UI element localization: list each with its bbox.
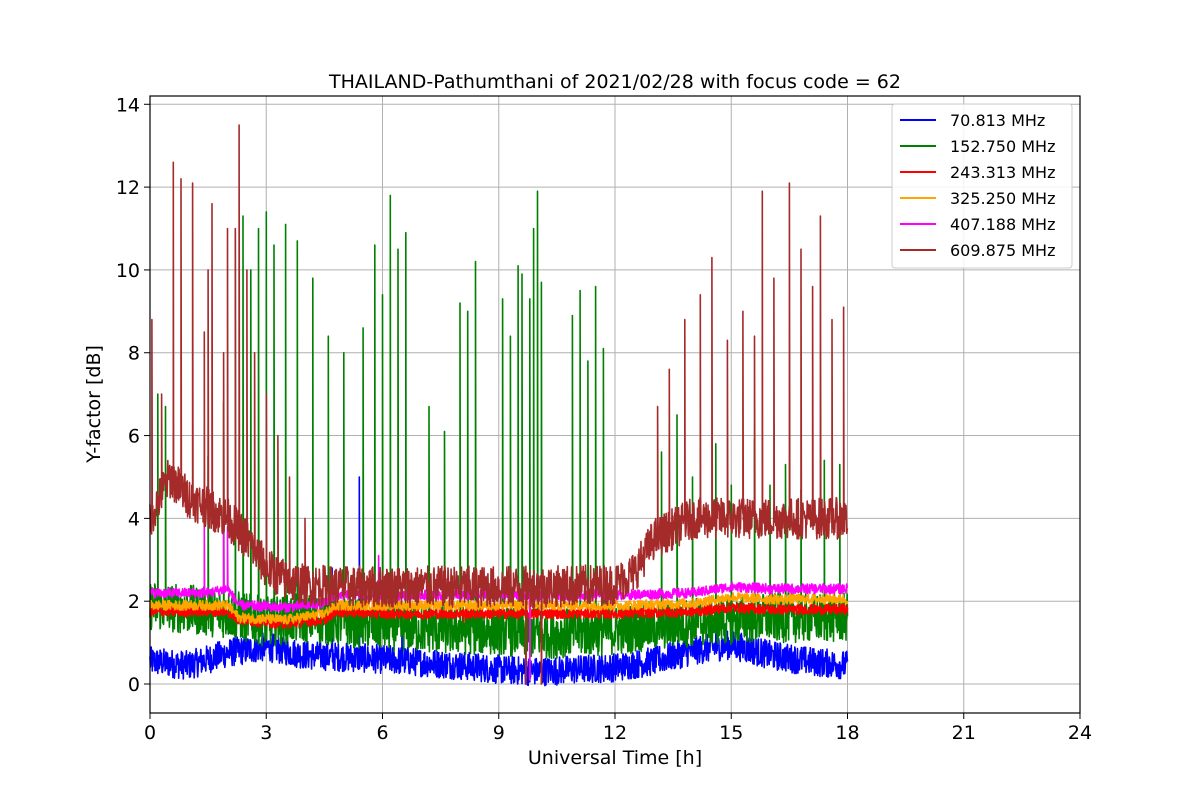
x-axis-label: Universal Time [h] [528, 747, 702, 769]
legend-entry: 243.313 MHz [950, 163, 1055, 182]
y-tick-label: 2 [128, 591, 140, 613]
series-line-3 [149, 592, 849, 681]
y-axis-label: Y-factor [dB] [83, 345, 105, 464]
legend-entry: 407.188 MHz [950, 215, 1055, 234]
x-tick-label: 15 [719, 722, 743, 744]
y-tick-label: 10 [116, 260, 140, 282]
x-tick-label: 9 [493, 722, 505, 744]
x-ticks: 0 3 6 9 12 15 18 21 24 [144, 713, 1092, 744]
y-tick-label: 4 [128, 508, 140, 530]
y-tick-label: 6 [128, 426, 140, 448]
y-tick-label: 12 [116, 177, 140, 199]
x-tick-label: 6 [376, 722, 388, 744]
legend-entry: 325.250 MHz [950, 189, 1055, 208]
y-tick-label: 14 [116, 94, 140, 116]
x-tick-label: 24 [1068, 722, 1092, 744]
legend-box [891, 103, 1073, 269]
legend-entry: 609.875 MHz [950, 241, 1055, 260]
x-tick-label: 0 [144, 722, 156, 744]
x-tick-label: 18 [835, 722, 859, 744]
x-tick-label: 3 [260, 722, 272, 744]
chart-title: THAILAND-Pathumthani of 2021/02/28 with … [328, 71, 901, 93]
y-ticks: 0 2 4 6 8 10 12 14 [116, 94, 150, 696]
plot-area [149, 124, 849, 687]
legend-entry: 70.813 MHz [950, 111, 1045, 130]
y-tick-label: 0 [128, 674, 140, 696]
series-line-2 [149, 602, 849, 685]
y-tick-label: 8 [128, 343, 140, 365]
x-tick-label: 12 [603, 722, 627, 744]
legend-entry: 152.750 MHz [950, 137, 1055, 156]
series-line-5 [149, 124, 849, 685]
x-tick-label: 21 [952, 722, 976, 744]
legend: 70.813 MHz 152.750 MHz 243.313 MHz 325.250 … [891, 103, 1073, 269]
